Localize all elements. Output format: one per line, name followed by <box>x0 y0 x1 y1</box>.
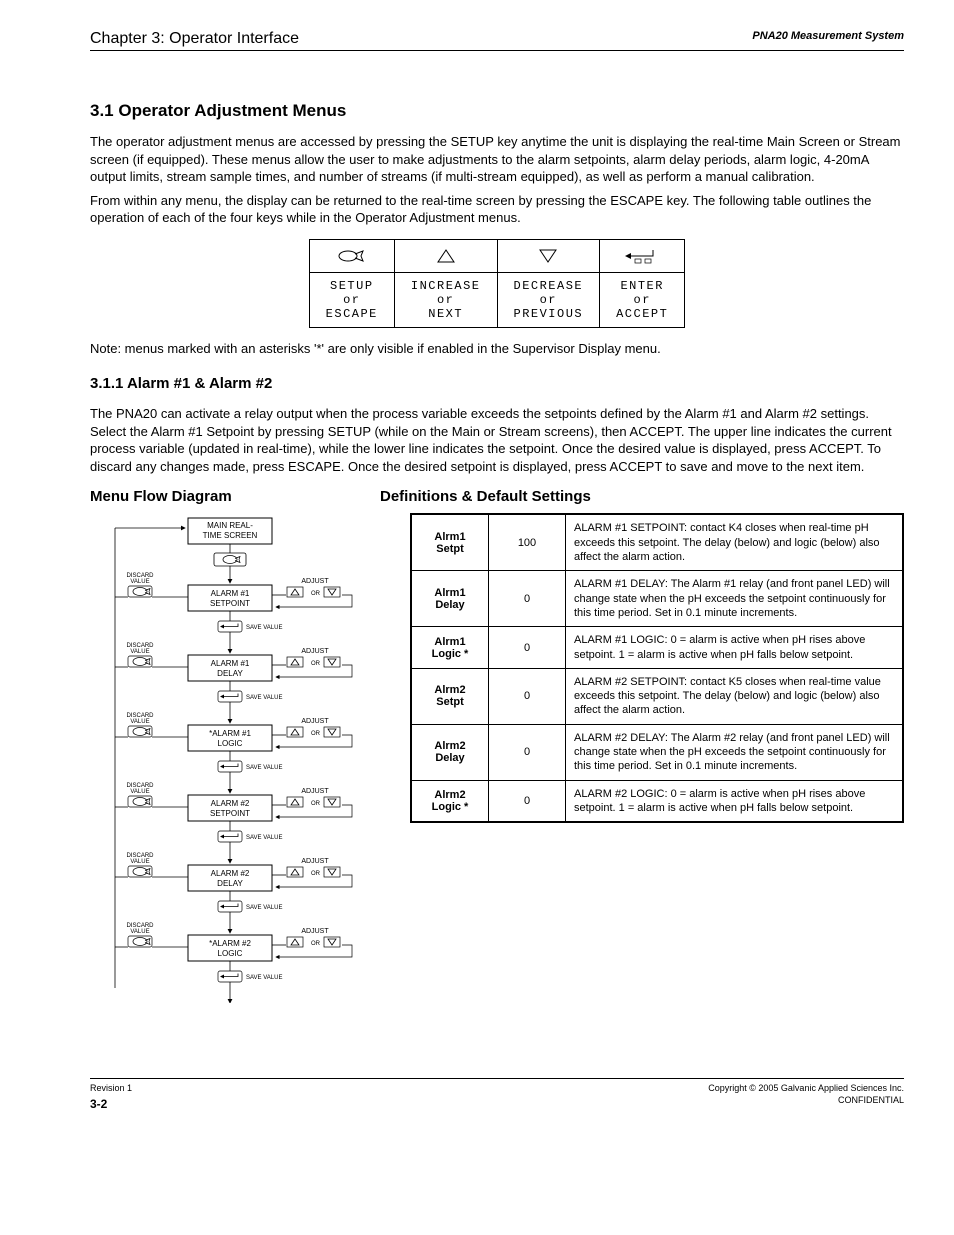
flow-node-0-l2: TIME SCREEN <box>203 531 258 540</box>
alarm-paragraph: The PNA20 can activate a relay output wh… <box>90 405 904 475</box>
svg-text:SAVE VALUE: SAVE VALUE <box>246 625 282 631</box>
param-desc: ALARM #2 DELAY: The Alarm #2 relay (and … <box>566 724 904 780</box>
svg-text:OR: OR <box>311 731 321 737</box>
param-default: 0 <box>489 780 566 822</box>
setup-key-icon <box>336 248 368 264</box>
footer-copyright: Copyright © 2005 Galvanic Applied Scienc… <box>708 1083 904 1093</box>
svg-text:LOGIC: LOGIC <box>218 739 243 748</box>
param-desc: ALARM #1 DELAY: The Alarm #1 relay (and … <box>566 571 904 627</box>
svg-text:ADJUST: ADJUST <box>301 788 329 795</box>
param-name: Alrm2Logic * <box>411 780 489 822</box>
key-col-0: SETUP or ESCAPE <box>309 272 394 327</box>
svg-text:LOGIC: LOGIC <box>218 949 243 958</box>
intro-paragraph-1: The operator adjustment menus are access… <box>90 133 904 186</box>
key-col-1: INCREASE or NEXT <box>394 272 497 327</box>
param-name: Alrm2Setpt <box>411 668 489 724</box>
menu-headings: Menu Flow Diagram Definitions & Default … <box>90 488 904 505</box>
param-name: Alrm1Setpt <box>411 514 489 570</box>
setup-key-icon-cell <box>309 239 394 272</box>
table-row: Alrm2Setpt0ALARM #2 SETPOINT: contact K5… <box>411 668 903 724</box>
increase-key-icon-cell <box>394 239 497 272</box>
param-desc: ALARM #1 LOGIC: 0 = alarm is active when… <box>566 627 904 669</box>
svg-text:ALARM #1: ALARM #1 <box>211 589 250 598</box>
table-row: Alrm2Logic *0ALARM #2 LOGIC: 0 = alarm i… <box>411 780 903 822</box>
footer-revision: Revision 1 <box>90 1083 132 1093</box>
definitions-heading: Definitions & Default Settings <box>380 488 591 505</box>
param-default: 100 <box>489 514 566 570</box>
intro-paragraph-2: From within any menu, the display can be… <box>90 192 904 227</box>
svg-text:OR: OR <box>311 801 321 807</box>
header-right: PNA20 Measurement System <box>752 30 904 48</box>
param-default: 0 <box>489 571 566 627</box>
svg-text:ALARM #2: ALARM #2 <box>211 799 250 808</box>
up-triangle-icon <box>436 248 456 264</box>
enter-key-icon <box>625 248 659 264</box>
down-triangle-icon <box>538 248 558 264</box>
svg-text:SAVE VALUE: SAVE VALUE <box>246 695 282 701</box>
page-header: Chapter 3: Operator Interface PNA20 Meas… <box>90 30 904 51</box>
svg-text:SETPOINT: SETPOINT <box>210 599 250 608</box>
param-default: 0 <box>489 724 566 780</box>
intro-note: Note: menus marked with an asterisks '*'… <box>90 340 904 358</box>
svg-text:VALUE: VALUE <box>130 579 149 585</box>
decrease-key-icon-cell <box>497 239 600 272</box>
svg-text:ALARM #1: ALARM #1 <box>211 659 250 668</box>
subsection-title: 3.1.1 Alarm #1 & Alarm #2 <box>90 375 904 392</box>
param-name: Alrm1Logic * <box>411 627 489 669</box>
flow-diagram: MAIN REAL- TIME SCREEN DISCARDVALUEALARM… <box>90 513 370 1003</box>
svg-text:ADJUST: ADJUST <box>301 858 329 865</box>
parameters-table: Alrm1Setpt100ALARM #1 SETPOINT: contact … <box>410 513 904 823</box>
svg-text:VALUE: VALUE <box>130 789 149 795</box>
svg-text:VALUE: VALUE <box>130 859 149 865</box>
table-row: Alrm1Delay0ALARM #1 DELAY: The Alarm #1 … <box>411 571 903 627</box>
svg-text:SAVE VALUE: SAVE VALUE <box>246 975 282 981</box>
menu-flow-heading: Menu Flow Diagram <box>90 488 380 505</box>
table-row: Alrm2Delay0ALARM #2 DELAY: The Alarm #2 … <box>411 724 903 780</box>
param-default: 0 <box>489 627 566 669</box>
svg-text:ADJUST: ADJUST <box>301 928 329 935</box>
page-footer: Revision 1 3-2 Copyright © 2005 Galvanic… <box>90 1078 904 1111</box>
footer-page-number: 3-2 <box>90 1097 132 1111</box>
svg-text:SAVE VALUE: SAVE VALUE <box>246 905 282 911</box>
svg-text:ADJUST: ADJUST <box>301 648 329 655</box>
table-row: Alrm1Logic *0ALARM #1 LOGIC: 0 = alarm i… <box>411 627 903 669</box>
param-desc: ALARM #1 SETPOINT: contact K4 closes whe… <box>566 514 904 570</box>
param-desc: ALARM #2 SETPOINT: contact K5 closes whe… <box>566 668 904 724</box>
header-left: Chapter 3: Operator Interface <box>90 30 299 48</box>
enter-key-icon-cell <box>600 239 685 272</box>
section-title: 3.1 Operator Adjustment Menus <box>90 101 904 121</box>
key-col-2: DECREASE or PREVIOUS <box>497 272 600 327</box>
svg-text:ADJUST: ADJUST <box>301 718 329 725</box>
flow-node-0-l1: MAIN REAL- <box>207 521 253 530</box>
svg-text:OR: OR <box>311 941 321 947</box>
svg-text:ADJUST: ADJUST <box>301 578 329 585</box>
svg-text:OR: OR <box>311 661 321 667</box>
key-function-table: SETUP or ESCAPE INCREASE or NEXT DECREAS… <box>309 239 686 328</box>
svg-text:DELAY: DELAY <box>217 879 243 888</box>
svg-text:*ALARM #2: *ALARM #2 <box>209 939 251 948</box>
param-default: 0 <box>489 668 566 724</box>
svg-text:VALUE: VALUE <box>130 719 149 725</box>
svg-text:OR: OR <box>311 591 321 597</box>
key-col-3: ENTER or ACCEPT <box>600 272 685 327</box>
svg-text:ALARM #2: ALARM #2 <box>211 869 250 878</box>
param-name: Alrm2Delay <box>411 724 489 780</box>
svg-text:SETPOINT: SETPOINT <box>210 809 250 818</box>
flow-diagram-container: MAIN REAL- TIME SCREEN DISCARDVALUEALARM… <box>90 513 380 1008</box>
svg-text:VALUE: VALUE <box>130 649 149 655</box>
param-desc: ALARM #2 LOGIC: 0 = alarm is active when… <box>566 780 904 822</box>
svg-text:*ALARM #1: *ALARM #1 <box>209 729 251 738</box>
svg-text:SAVE VALUE: SAVE VALUE <box>246 765 282 771</box>
svg-text:OR: OR <box>311 871 321 877</box>
table-row: Alrm1Setpt100ALARM #1 SETPOINT: contact … <box>411 514 903 570</box>
footer-confidential: CONFIDENTIAL <box>708 1095 904 1105</box>
svg-text:DELAY: DELAY <box>217 669 243 678</box>
svg-text:VALUE: VALUE <box>130 929 149 935</box>
svg-text:SAVE VALUE: SAVE VALUE <box>246 835 282 841</box>
param-name: Alrm1Delay <box>411 571 489 627</box>
